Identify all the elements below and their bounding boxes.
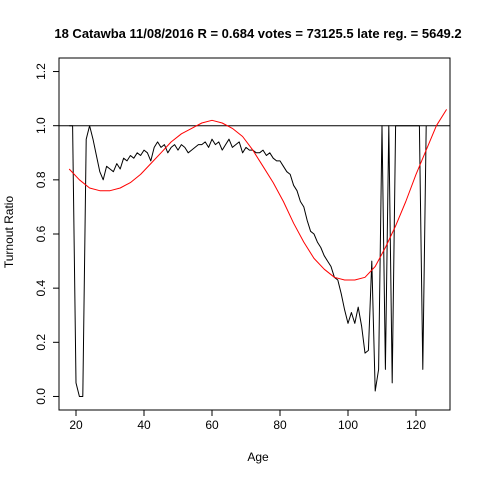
- x-tick-label: 60: [205, 418, 219, 432]
- y-tick-label: 0.6: [34, 225, 48, 242]
- y-tick-label: 0.2: [34, 334, 48, 351]
- x-tick-label: 20: [69, 418, 83, 432]
- plot-area: 20 40 60 80 100 120 0.0 0.2 0.4 0.6 0.8 1.0 1.2: [34, 57, 451, 432]
- y-tick-label: 1.2: [34, 63, 48, 80]
- y-tick-label: 0.8: [34, 171, 48, 188]
- x-tick-label: 80: [273, 418, 287, 432]
- chart-title: 18 Catawba 11/08/2016 R = 0.684 votes = …: [54, 26, 461, 41]
- fitted-curve-line: [68, 109, 448, 281]
- y-tick-label: 0.0: [34, 388, 48, 405]
- observed-turnout-line: [69, 125, 427, 397]
- x-tick-label: 40: [137, 418, 151, 432]
- x-tick-label: 100: [338, 418, 358, 432]
- y-tick-label: 1.0: [34, 117, 48, 134]
- y-tick-label: 0.4: [34, 279, 48, 296]
- x-tick-label: 120: [406, 418, 426, 432]
- y-axis-label: Turnout Ratio: [2, 196, 16, 269]
- x-axis-label: Age: [247, 450, 269, 464]
